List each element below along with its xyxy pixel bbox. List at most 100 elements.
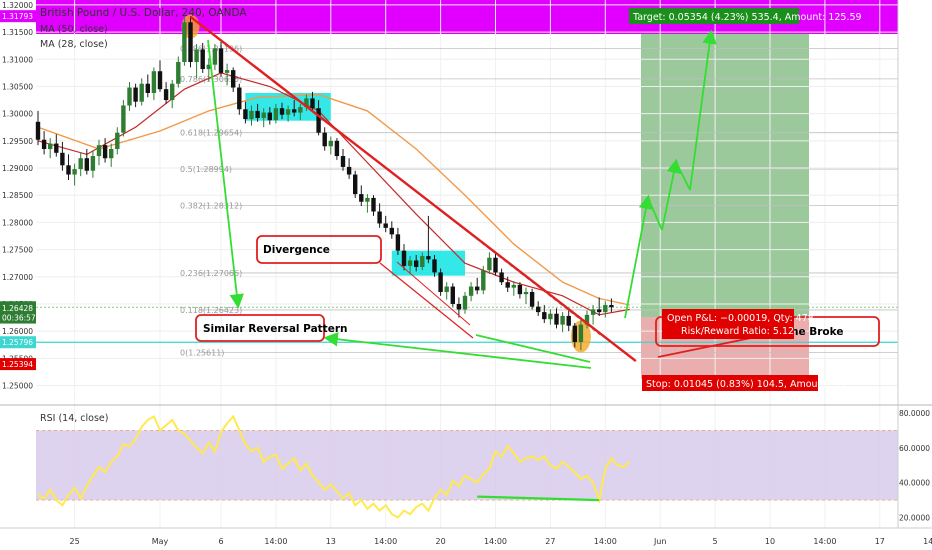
pattern-compare-arrow [323, 332, 592, 369]
fib-level-label: 0.382(1.28312) [180, 202, 242, 211]
candle-body [499, 272, 504, 283]
candle-body [145, 83, 150, 93]
candle-body [72, 169, 77, 175]
fib-level-label: 0.786(1.30635) [180, 75, 242, 84]
candle-body [420, 256, 425, 267]
fib-level-label: 0.236(1.27066) [180, 269, 242, 278]
candle-body [432, 259, 437, 273]
price-tick-label: 1.27000 [2, 273, 33, 282]
price-tick-label: 1.29000 [2, 164, 33, 173]
price-tick-label: 1.31000 [2, 55, 33, 64]
candle-body [151, 71, 157, 93]
candle-body [206, 64, 211, 70]
time-tick-label: 20 [436, 537, 446, 546]
candle-body [334, 140, 340, 157]
candle-body [377, 211, 382, 224]
divergence-pointer [379, 262, 474, 339]
rsi-tick-label: 80.0000 [899, 409, 930, 418]
candle-body [170, 83, 175, 101]
downtrend-line [189, 15, 637, 362]
candle-body [597, 309, 602, 313]
price-badge-label: 1.25796 [2, 338, 33, 347]
candle-body [566, 315, 571, 326]
target-label-box [629, 8, 799, 24]
candle-body [267, 112, 272, 121]
time-tick-label: 10 [765, 537, 775, 546]
rsi-tick-label: 60.0000 [899, 444, 930, 453]
chart-title: British Pound / U.S. Dollar, 240, OANDA [40, 7, 247, 19]
candle-body [340, 156, 346, 167]
candle-body [523, 291, 529, 295]
price-divergence-line [475, 334, 591, 363]
candle-body [41, 139, 47, 149]
rsi-tick-label: 20.0000 [899, 514, 930, 523]
ma28-legend: MA (28, close) [40, 39, 108, 50]
candle-body [182, 22, 187, 62]
candle-body [188, 22, 193, 62]
candle-body [560, 315, 565, 325]
rsi-legend: RSI (14, close) [40, 413, 108, 424]
candle-body [603, 305, 608, 313]
projection-leg-2 [675, 161, 691, 191]
channel-line [396, 261, 471, 326]
rsi-divergence-line [477, 495, 600, 502]
price-badge [0, 336, 36, 349]
candle-body [572, 325, 577, 343]
candle-body [450, 286, 455, 304]
time-tick-label: 14:00 [594, 537, 617, 546]
candle-body [493, 257, 498, 273]
candle-body [359, 194, 364, 202]
candle-body [194, 49, 199, 62]
price-tick-label: 1.29500 [2, 137, 33, 146]
candle-body [200, 49, 205, 70]
price-tick-label: 1.30500 [2, 82, 33, 91]
candle-body [542, 312, 547, 320]
price-badge-label: 1.25394 [2, 360, 33, 369]
candle-body [365, 197, 370, 202]
price-badge [0, 358, 36, 371]
candle-body [346, 166, 352, 175]
candle-body [121, 105, 126, 133]
projection-arrow-1 [624, 194, 654, 319]
candle-body [590, 309, 596, 315]
candle-body [249, 110, 254, 120]
candle-body [584, 314, 590, 325]
divergence-box [256, 235, 382, 264]
candle-body [273, 108, 279, 121]
projection-arrow-2 [661, 158, 681, 231]
candle-body [90, 156, 96, 171]
candle-body [157, 71, 163, 90]
candle-body [60, 152, 65, 166]
fib-level-label: 0.618(1.29654) [180, 129, 242, 138]
time-tick-label: 27 [545, 537, 555, 546]
candle-body [224, 70, 230, 73]
stop-label-box [642, 375, 818, 391]
candle-body [310, 98, 315, 109]
price-badge [0, 311, 36, 324]
candle-body [554, 313, 559, 325]
candle-body [231, 70, 236, 88]
time-tick-label: 25 [70, 537, 80, 546]
candle-body [243, 109, 248, 120]
ma50-legend: MA (50, close) [40, 24, 108, 35]
candle-body [78, 158, 83, 170]
rsi-band [36, 430, 898, 501]
time-tick-label: 5 [713, 537, 718, 546]
candle-body [96, 145, 102, 157]
candle-body [426, 256, 431, 260]
candle-body [109, 148, 114, 159]
candle-body [487, 257, 492, 271]
candle-body [176, 61, 181, 84]
candle-body [383, 223, 388, 228]
line-broke-label: ne Broke [791, 326, 843, 338]
price-badge [0, 301, 36, 314]
open-pnl-label: Open P&L: −0.00019, Qty: 478 [667, 313, 814, 324]
time-tick-label: 17 [875, 537, 885, 546]
candle-body [84, 158, 89, 171]
candle-body [133, 87, 138, 102]
candle-body [468, 286, 474, 296]
candle-body [462, 295, 468, 310]
candle-body [212, 48, 218, 65]
candle-body [444, 286, 449, 292]
